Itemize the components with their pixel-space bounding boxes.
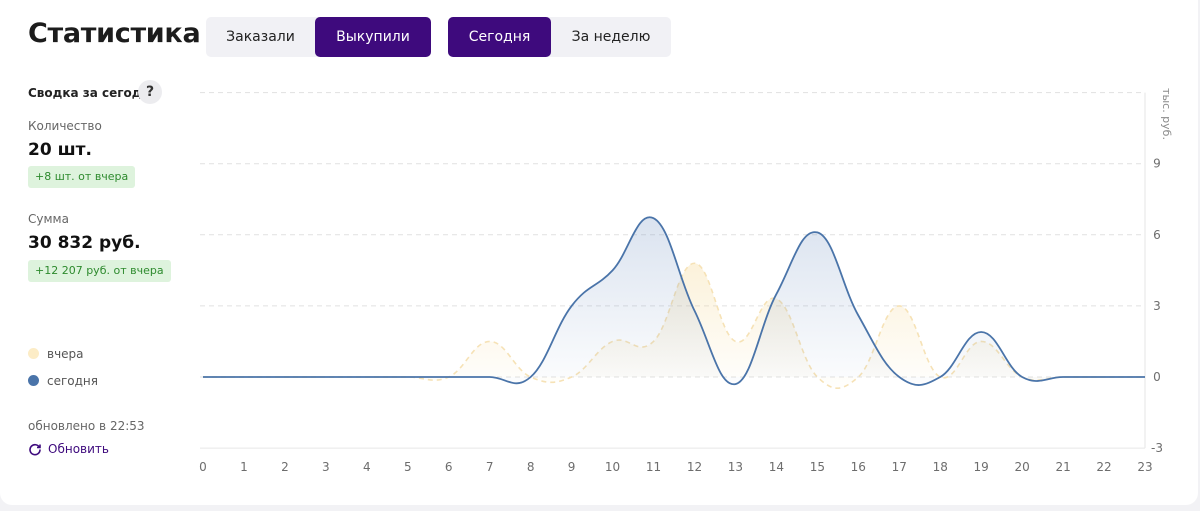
today-series-area — [203, 217, 1145, 386]
x-tick-label: 8 — [527, 460, 535, 474]
week-tab[interactable]: За неделю — [571, 29, 651, 45]
sum-value: 30 832 руб. — [28, 233, 141, 253]
y-tick-label: 6 — [1153, 228, 1161, 242]
x-tick-label: 20 — [1014, 460, 1029, 474]
x-tick-label: 19 — [974, 460, 989, 474]
metric-toggle: Заказали Выкупили — [206, 17, 431, 57]
y-axis-unit-label: тыс. руб. — [1160, 88, 1173, 140]
yesterday-legend-label: вчера — [47, 347, 84, 361]
y-tick-label: 3 — [1153, 299, 1161, 313]
y-tick-label: 0 — [1153, 370, 1161, 384]
x-tick-label: 21 — [1055, 460, 1070, 474]
x-tick-label: 14 — [769, 460, 784, 474]
refresh-button[interactable]: Обновить — [28, 442, 109, 456]
x-tick-label: 17 — [892, 460, 907, 474]
today-series-line — [203, 216, 1145, 386]
x-tick-label: 3 — [322, 460, 330, 474]
updated-time: обновлено в 22:53 — [28, 419, 145, 433]
x-tick-label: 23 — [1137, 460, 1152, 474]
period-toggle: Сегодня За неделю — [448, 17, 671, 57]
quantity-delta-badge: +8 шт. от вчера — [28, 166, 136, 188]
x-tick-label: 18 — [933, 460, 948, 474]
x-tick-label: 12 — [687, 460, 702, 474]
sum-label: Сумма — [28, 212, 69, 226]
x-tick-label: 16 — [851, 460, 866, 474]
yesterday-legend-dot — [28, 348, 39, 359]
sum-delta-badge: +12 207 руб. от вчера — [28, 260, 171, 282]
x-tick-label: 7 — [486, 460, 494, 474]
quantity-label: Количество — [28, 119, 102, 133]
x-tick-label: 5 — [404, 460, 412, 474]
help-icon[interactable]: ? — [138, 80, 162, 104]
today-legend-label: сегодня — [47, 374, 98, 388]
refresh-icon — [29, 443, 41, 456]
x-tick-label: 22 — [1096, 460, 1111, 474]
today-tab[interactable]: Сегодня — [448, 17, 551, 57]
summary-heading: Сводка за сегодня — [28, 86, 158, 100]
today-legend-dot — [28, 375, 39, 386]
quantity-value: 20 шт. — [28, 140, 92, 160]
x-tick-label: 1 — [240, 460, 248, 474]
x-tick-label: 4 — [363, 460, 371, 474]
refresh-label: Обновить — [48, 442, 109, 456]
x-tick-label: 11 — [646, 460, 661, 474]
y-tick-label: 9 — [1153, 157, 1161, 171]
x-tick-label: 10 — [605, 460, 620, 474]
x-tick-label: 9 — [568, 460, 576, 474]
ordered-tab[interactable]: Заказали — [226, 29, 295, 45]
y-tick-label: -3 — [1151, 441, 1163, 455]
x-tick-label: 13 — [728, 460, 743, 474]
x-tick-label: 0 — [199, 460, 207, 474]
x-tick-label: 6 — [445, 460, 453, 474]
bought-tab[interactable]: Выкупили — [315, 17, 431, 57]
x-tick-label: 15 — [810, 460, 825, 474]
x-tick-label: 2 — [281, 460, 289, 474]
page-title: Статистика — [28, 18, 201, 49]
